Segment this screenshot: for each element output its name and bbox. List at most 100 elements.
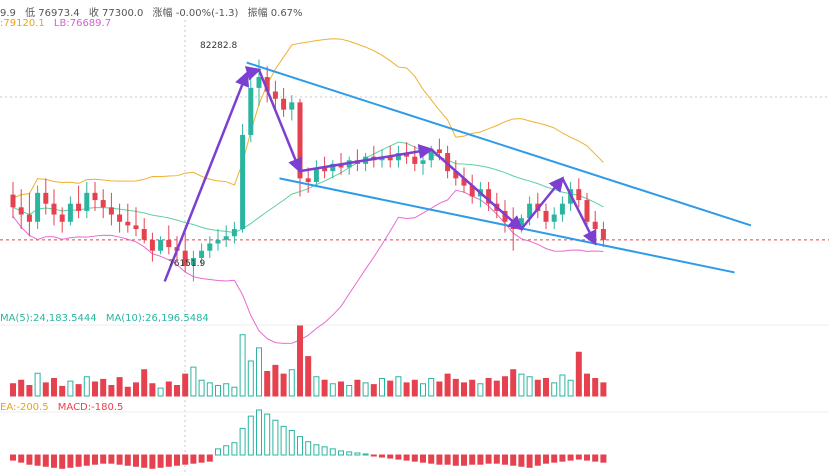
candle (592, 210, 598, 237)
macd-bar (551, 454, 558, 463)
volume-bar (313, 376, 320, 397)
candle-body (240, 134, 246, 230)
candle-body (297, 102, 303, 179)
macd-bar (379, 454, 385, 458)
macd-bar (116, 454, 123, 465)
candle (149, 232, 155, 262)
candle (502, 200, 508, 233)
candle (240, 124, 246, 233)
candle-body (289, 102, 295, 110)
candle (207, 236, 213, 258)
candle-body (543, 210, 549, 222)
candle-body (84, 192, 90, 211)
candle-body (322, 167, 328, 172)
volume-bar (526, 376, 533, 397)
candle-body (166, 239, 172, 248)
candle-series (10, 59, 606, 282)
header-change: 涨幅 -0.00%(-1.3) (152, 8, 239, 19)
candle-body (453, 171, 459, 179)
volume-bar (108, 385, 115, 397)
zigzag-arrow (430, 148, 524, 231)
zigzag-arrow (520, 176, 564, 230)
macd-bar (247, 415, 254, 456)
macd-bar (239, 427, 246, 456)
volume-bar (321, 379, 328, 397)
volume-bar (280, 373, 287, 397)
volume-bar (379, 378, 385, 397)
candle-body (18, 207, 24, 215)
candle (100, 189, 106, 219)
candle-body (281, 98, 287, 110)
macd-bar (395, 454, 402, 460)
macd-bar (329, 448, 336, 456)
upper-trendline (246, 61, 752, 227)
candle (141, 218, 147, 244)
macd-bar (502, 454, 508, 465)
volume-bar (420, 383, 426, 397)
candle (248, 77, 254, 143)
macd-bar (223, 445, 230, 456)
candle-body (330, 163, 336, 172)
candle (412, 145, 418, 172)
candle (395, 145, 401, 168)
volume-bar (461, 382, 467, 397)
macd-bar (10, 454, 16, 461)
candle-body (272, 91, 278, 99)
candle (600, 221, 606, 248)
macd-bar (51, 454, 57, 468)
zigzag-arrow (163, 71, 250, 282)
candle-body (420, 160, 426, 164)
candle (223, 225, 229, 248)
candle-body (67, 203, 73, 222)
volume-bar (100, 378, 107, 397)
candle (182, 232, 188, 273)
candle (51, 189, 57, 226)
macd-bar (157, 454, 164, 468)
volume-bar (264, 371, 271, 397)
volume-bar (469, 379, 476, 397)
candle (76, 185, 82, 219)
macd-bar (297, 436, 303, 456)
lower-band-value: LB:76689.7 (53, 18, 112, 29)
macd-bar (510, 454, 517, 466)
macd-bar (543, 454, 549, 464)
macd-value: MACD:-180.5 (57, 402, 124, 413)
candle-body (584, 200, 590, 222)
volume-bar (116, 377, 123, 397)
volume-bar (395, 376, 402, 397)
candle-body (133, 225, 139, 230)
macd-bar (469, 454, 476, 465)
macd-bar (354, 452, 361, 456)
macd-bar (26, 454, 33, 465)
candle-body (502, 210, 508, 222)
candle-body (76, 203, 82, 211)
upper-band-line (12, 38, 604, 199)
candle (67, 196, 73, 226)
candle-body (51, 203, 57, 215)
candle-body (117, 214, 123, 222)
volume-bar (567, 379, 574, 397)
macd-bar (75, 454, 82, 467)
volume-bar (239, 334, 246, 397)
volume-bar (42, 382, 49, 397)
macd-bar (526, 454, 533, 468)
candle (445, 145, 451, 179)
high-price-label: 82282.8 (200, 41, 237, 51)
candle-body (264, 77, 270, 92)
header-close: 收 77300.0 (88, 8, 144, 19)
band-header: :79120.1 LB:76689.7 (0, 18, 117, 29)
volume-bar (543, 378, 549, 397)
candle (543, 203, 549, 230)
macd-bar (59, 454, 66, 469)
volume-bar (124, 386, 131, 397)
candle-body (207, 243, 213, 251)
candle-body (387, 156, 393, 161)
price-header: 9.9 低 76973.4 收 77300.0 涨幅 -0.00%(-1.3) … (0, 4, 309, 19)
candle (559, 196, 565, 222)
candle-body (600, 229, 606, 240)
candle-body (149, 239, 155, 251)
candle (166, 225, 172, 255)
volume-bar (165, 381, 172, 397)
candle-body (551, 214, 557, 222)
volume-bar (256, 347, 262, 397)
